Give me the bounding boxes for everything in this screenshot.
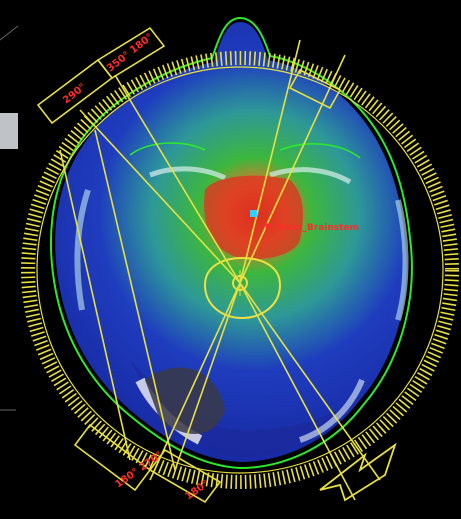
skull-bone xyxy=(269,167,352,185)
side-panel-tab[interactable] xyxy=(0,113,18,149)
gantry-scale-inner xyxy=(36,66,444,474)
poi-label: P_Dmin_Brainstem xyxy=(265,223,359,233)
skull-bone xyxy=(395,199,409,321)
skull-bone xyxy=(74,189,91,311)
gantry-scale-ring xyxy=(21,51,459,489)
collimator-box-1[interactable] xyxy=(36,26,166,125)
beam-direction-arrow[interactable] xyxy=(319,442,397,502)
skull-bone xyxy=(149,166,227,181)
collimator-box-2[interactable] xyxy=(73,423,222,504)
high-dose-region xyxy=(204,175,303,260)
body-contour xyxy=(49,16,413,470)
orbit-contour xyxy=(129,142,361,159)
poi-marker[interactable] xyxy=(250,210,257,217)
collimator-box-3[interactable] xyxy=(288,68,342,110)
ruler-mark xyxy=(0,25,19,41)
beam-lines xyxy=(59,39,381,501)
skull-bone xyxy=(298,378,365,443)
